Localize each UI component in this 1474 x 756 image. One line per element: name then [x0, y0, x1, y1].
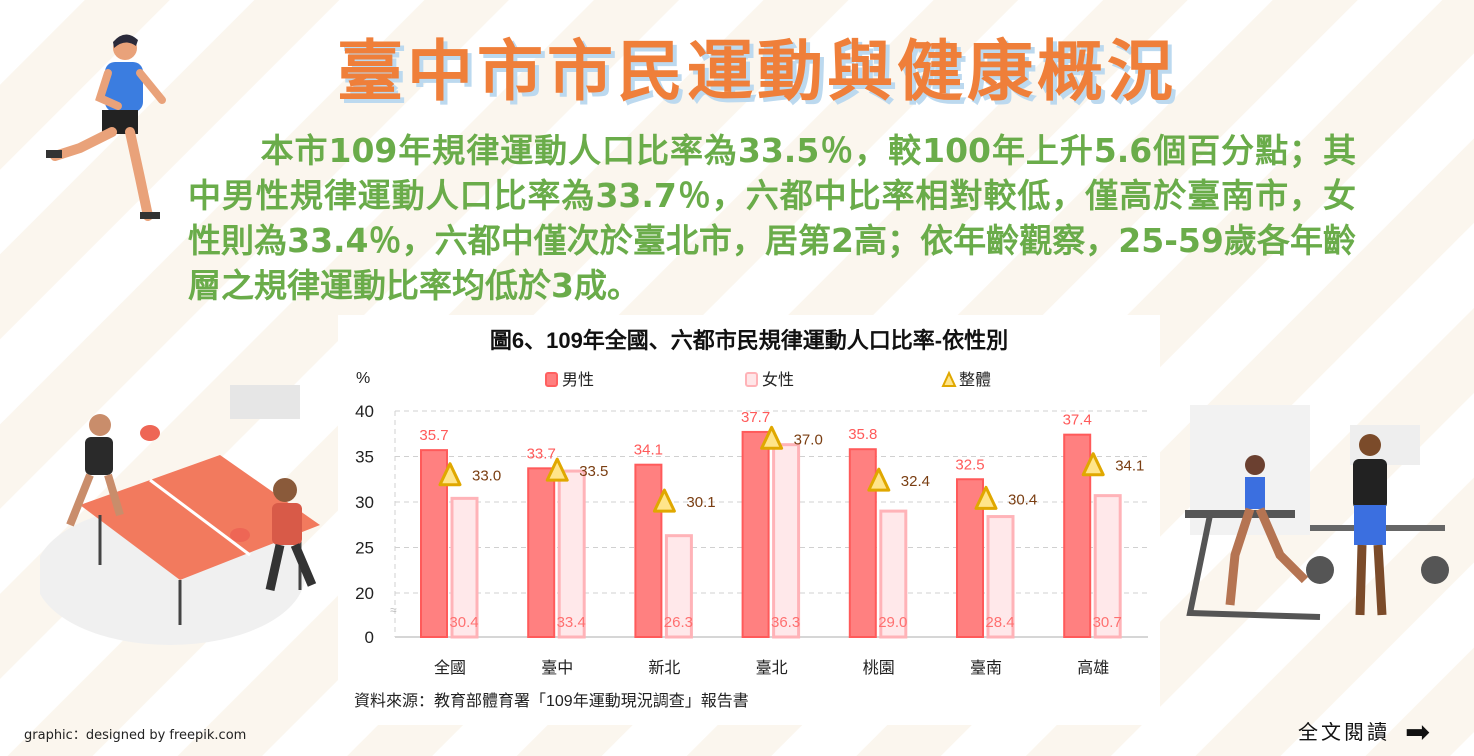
y-tick-label: 30 [355, 493, 374, 512]
y-tick-label: 0 [365, 628, 374, 647]
data-label-overall: 30.4 [1008, 491, 1037, 508]
data-label-female: 33.4 [557, 614, 586, 631]
x-tick-label: 臺南 [970, 659, 1002, 677]
table-tennis-illustration [40, 385, 320, 645]
bar-female [450, 496, 479, 639]
legend-swatch-男性 [545, 372, 558, 387]
data-label-female: 29.0 [878, 614, 907, 631]
bar-male [527, 467, 556, 638]
chart-source: 資料來源：教育部體育署「109年運動現況調查」報告書 [354, 692, 749, 710]
data-label-female: 30.7 [1093, 614, 1122, 631]
data-label-male: 35.7 [419, 427, 448, 444]
x-tick-label: 臺中 [541, 659, 573, 677]
marker-overall-triangle [545, 457, 569, 482]
x-tick-label: 臺北 [756, 659, 788, 677]
data-label-male: 33.7 [527, 445, 556, 462]
y-axis-unit: % [356, 370, 370, 387]
data-label-female: 36.3 [771, 614, 800, 631]
marker-overall-triangle [974, 485, 998, 510]
graphic-credit: graphic：designed by freepik.com [24, 728, 247, 743]
marker-overall-triangle [652, 488, 676, 513]
x-tick-label: 高雄 [1077, 659, 1109, 677]
data-label-male: 34.1 [634, 442, 663, 459]
data-label-female: 30.4 [449, 614, 478, 631]
y-tick-label: 40 [355, 402, 374, 421]
data-label-overall: 30.1 [686, 494, 715, 511]
data-label-overall: 37.0 [794, 431, 823, 448]
bar-female [664, 534, 693, 639]
axis-break-icon: ≈ [390, 603, 397, 617]
legend-label: 整體 [959, 371, 991, 389]
data-label-female: 26.3 [664, 614, 693, 631]
data-label-female: 28.4 [985, 614, 1014, 631]
bar-female [879, 509, 908, 639]
data-label-overall: 33.5 [579, 463, 608, 480]
marker-overall-triangle [867, 467, 891, 492]
x-tick-label: 新北 [648, 659, 680, 677]
bar-chart: 圖6、109年全國、六都市民規律運動人口比率-依性別% 男性 女性 整體 0 20 25 30… [354, 328, 1148, 710]
y-tick-label: 20 [355, 584, 374, 603]
marker-overall-triangle [1081, 452, 1105, 477]
x-tick-label: 桃園 [863, 659, 895, 677]
y-tick-label: 35 [355, 448, 374, 467]
chart-title: 圖6、109年全國、六都市民規律運動人口比率-依性別 [490, 328, 1008, 353]
bar-male [634, 463, 663, 638]
data-label-overall: 33.0 [472, 468, 501, 485]
legend-swatch-女性 [745, 372, 758, 387]
data-label-overall: 32.4 [901, 473, 930, 490]
chart-panel: 圖6、109年全國、六都市民規律運動人口比率-依性別% 男性 女性 整體 0 20 25 30… [338, 315, 1160, 725]
read-full-text-link[interactable]: 全文閱讀 [1298, 720, 1390, 744]
bar-male [848, 448, 877, 638]
x-tick-label: 全國 [434, 659, 466, 677]
gym-illustration [1185, 405, 1449, 620]
runner-illustration [46, 34, 166, 221]
data-label-male: 37.4 [1063, 412, 1092, 429]
marker-overall-triangle [760, 425, 784, 450]
legend-label: 女性 [762, 370, 794, 389]
data-label-overall: 34.1 [1115, 458, 1144, 475]
page-title: 臺中市市民運動與健康概況 [337, 33, 1177, 110]
right-arrow-icon[interactable]: ➡ [1405, 715, 1431, 750]
summary-text: 本市109年規律運動人口比率為33.5％，較100年上升5.6個百分點；其中男性… [188, 131, 1356, 305]
legend-triangle-icon [941, 370, 957, 387]
bar-female [986, 515, 1015, 639]
legend-label: 男性 [562, 371, 594, 389]
bar-female [557, 469, 586, 639]
bar-female [1093, 494, 1122, 639]
data-label-male: 37.7 [741, 409, 770, 426]
bar-female [772, 443, 801, 639]
y-tick-label: 25 [355, 539, 374, 558]
data-label-male: 35.8 [848, 426, 877, 443]
bar-male [741, 430, 770, 639]
data-label-male: 32.5 [955, 456, 984, 473]
marker-overall-triangle [438, 462, 462, 487]
